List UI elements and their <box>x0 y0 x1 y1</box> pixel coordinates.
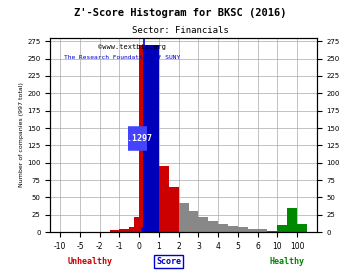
Bar <box>179 203 189 232</box>
Text: Z'-Score Histogram for BKSC (2016): Z'-Score Histogram for BKSC (2016) <box>74 8 286 18</box>
Bar <box>248 229 258 232</box>
Bar <box>287 208 297 232</box>
Bar <box>297 224 307 232</box>
Bar <box>129 227 139 232</box>
FancyBboxPatch shape <box>127 129 147 148</box>
Text: Healthy: Healthy <box>270 257 305 266</box>
Text: 0.1297: 0.1297 <box>122 134 152 143</box>
Text: Score: Score <box>156 257 181 266</box>
Bar <box>228 226 238 232</box>
Bar <box>70 231 90 232</box>
Bar <box>258 230 267 232</box>
Bar <box>208 221 218 232</box>
Bar <box>218 224 228 232</box>
Text: The Research Foundation of SUNY: The Research Foundation of SUNY <box>64 55 180 60</box>
Bar <box>139 45 144 232</box>
Text: Sector: Financials: Sector: Financials <box>132 26 228 35</box>
Bar <box>144 45 159 232</box>
Bar <box>277 225 287 232</box>
Bar <box>198 217 208 232</box>
Bar <box>120 229 129 232</box>
Bar <box>90 231 109 232</box>
Bar <box>267 231 277 232</box>
Bar <box>109 230 129 232</box>
Bar <box>169 187 179 232</box>
Text: Unhealthy: Unhealthy <box>67 257 112 266</box>
Y-axis label: Number of companies (997 total): Number of companies (997 total) <box>19 83 24 187</box>
Bar <box>134 217 139 232</box>
Bar <box>159 166 169 232</box>
Text: ©www.textbiz.org: ©www.textbiz.org <box>98 44 166 50</box>
Bar <box>189 211 198 232</box>
Bar <box>238 227 248 232</box>
